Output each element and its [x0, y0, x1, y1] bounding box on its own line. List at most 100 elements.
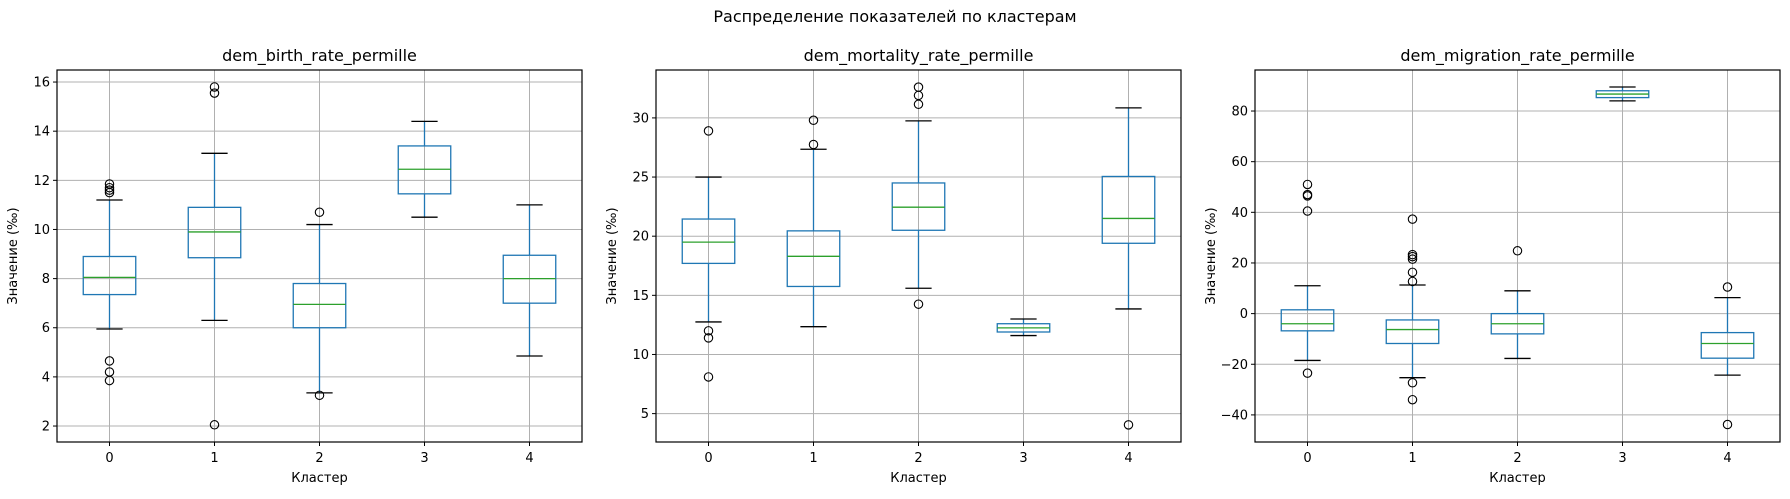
outlier-marker	[104, 375, 115, 386]
box-cluster-3	[996, 318, 1051, 337]
outlier-marker	[808, 139, 819, 150]
x-tick-label: 2	[1513, 451, 1521, 466]
outlier-marker	[1407, 267, 1418, 278]
box-cluster-4	[1700, 282, 1755, 430]
outlier-marker	[104, 185, 115, 195]
x-tick-label: 4	[1124, 451, 1132, 466]
subplot-title: dem_mortality_rate_permille	[804, 46, 1034, 66]
x-tick-label: 0	[105, 451, 113, 466]
x-tick-label: 4	[1723, 451, 1731, 466]
box-cluster-4	[1101, 107, 1156, 430]
y-tick-label: 30	[632, 111, 649, 126]
outlier-marker	[1407, 276, 1418, 287]
outlier-marker	[209, 82, 220, 92]
y-tick-label: 14	[33, 125, 50, 140]
x-tick-label: 3	[1019, 451, 1027, 466]
outlier-marker	[913, 299, 924, 309]
iqr-box	[681, 218, 736, 265]
y-tick-label: 12	[33, 174, 50, 189]
box-cluster-0	[82, 179, 137, 386]
y-tick-label: 4	[42, 370, 50, 385]
outlier-marker	[703, 333, 714, 343]
y-tick-label: 8	[42, 272, 50, 287]
x-tick-label: 1	[210, 451, 218, 466]
outlier-marker	[1302, 206, 1313, 216]
outlier-marker	[1407, 251, 1418, 262]
outlier-marker	[104, 179, 115, 189]
x-tick-label: 1	[809, 451, 817, 466]
y-tick-label: 0	[1240, 307, 1248, 322]
y-tick-label: 40	[1231, 206, 1248, 221]
y-tick-label: 15	[632, 289, 649, 304]
x-tick-label: 0	[704, 451, 712, 466]
y-tick-label: −20	[1221, 358, 1248, 373]
y-tick-label: 20	[1231, 256, 1248, 271]
box-cluster-3	[1595, 86, 1650, 102]
outlier-marker	[808, 115, 819, 126]
outlier-marker	[1512, 246, 1523, 256]
y-tick-label: 5	[641, 407, 649, 422]
outlier-marker	[703, 372, 714, 382]
x-axis-label: Кластер	[890, 471, 946, 486]
y-tick-label: 10	[632, 348, 649, 363]
outlier-marker	[1722, 282, 1733, 292]
y-tick-label: 60	[1231, 155, 1248, 170]
figure-suptitle: Распределение показателей по кластерам	[713, 7, 1076, 26]
x-tick-label: 3	[420, 451, 428, 466]
box-cluster-4	[502, 204, 557, 357]
box-cluster-0	[1280, 179, 1335, 378]
outlier-marker	[314, 207, 325, 218]
subplot-migration-rate: dem_migration_rate_permille−40−200204060…	[1204, 46, 1781, 486]
outlier-marker	[209, 420, 220, 430]
box-cluster-0	[681, 126, 736, 382]
x-tick-label: 1	[1408, 451, 1416, 466]
y-tick-label: 20	[632, 230, 649, 245]
y-tick-label: 10	[33, 223, 50, 238]
y-tick-label: −40	[1221, 408, 1248, 423]
outlier-marker	[104, 356, 115, 366]
iqr-box	[1700, 331, 1755, 359]
iqr-box	[82, 255, 137, 296]
box-cluster-2	[1490, 246, 1545, 360]
iqr-box	[1385, 319, 1440, 345]
x-tick-label: 4	[525, 451, 533, 466]
outlier-marker	[1407, 214, 1418, 224]
iqr-box	[1101, 175, 1156, 244]
x-tick-label: 3	[1618, 451, 1626, 466]
outlier-marker	[1123, 420, 1134, 430]
subplot-title: dem_birth_rate_permille	[222, 46, 417, 66]
y-tick-label: 25	[632, 171, 649, 186]
iqr-box	[292, 282, 347, 329]
outlier-marker	[1302, 191, 1313, 201]
subplot-mortality-rate: dem_mortality_rate_permille 5 10 15 20 25 30 0 1…	[605, 46, 1182, 486]
outlier-marker	[913, 99, 924, 110]
box-cluster-1	[1385, 214, 1440, 405]
x-axis-label: Кластер	[1489, 471, 1545, 486]
outlier-marker	[703, 326, 714, 336]
y-tick-label: 2	[42, 420, 50, 435]
x-tick-label: 0	[1303, 451, 1311, 466]
outlier-marker	[209, 88, 220, 98]
box-cluster-2	[891, 82, 946, 309]
y-tick-label: 80	[1231, 105, 1248, 120]
box-cluster-2	[292, 207, 347, 401]
box-cluster-3	[397, 120, 452, 218]
outlier-marker	[1722, 419, 1733, 430]
outlier-marker	[314, 390, 325, 401]
y-tick-label: 16	[33, 76, 50, 91]
box-cluster-1	[187, 82, 242, 430]
outlier-marker	[104, 182, 115, 193]
iqr-box	[786, 230, 841, 288]
box-cluster-1	[786, 115, 841, 328]
y-axis-label: Значение (‰)	[605, 207, 620, 304]
outlier-marker	[1407, 394, 1418, 405]
subplot-title: dem_migration_rate_permille	[1400, 46, 1634, 66]
iqr-box	[1280, 309, 1335, 332]
y-tick-label: 6	[42, 321, 50, 336]
outlier-marker	[703, 126, 714, 136]
y-axis-label: Значение (‰)	[1204, 207, 1219, 304]
x-tick-label: 2	[315, 451, 323, 466]
